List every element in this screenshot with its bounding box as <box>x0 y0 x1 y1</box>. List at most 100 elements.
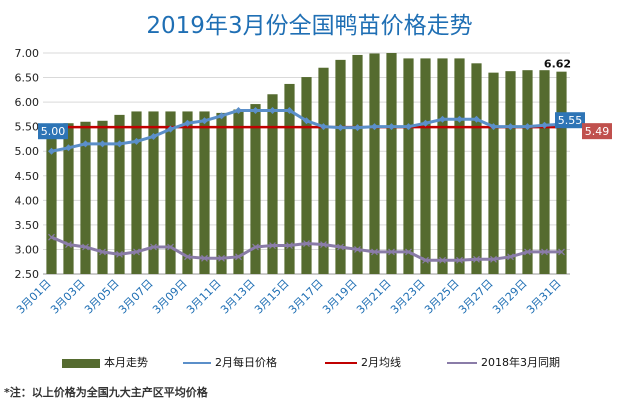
point-feb <box>167 125 174 133</box>
data-label-feb-start-box <box>38 123 68 140</box>
data-label-last-bar: 6.62 <box>544 58 571 71</box>
bar <box>454 58 465 274</box>
y-tick-label: 6.00 <box>15 96 40 109</box>
point-2018 <box>371 248 378 256</box>
point-2018 <box>65 241 72 248</box>
legend-swatch-feb <box>183 362 211 364</box>
point-2018 <box>473 255 480 263</box>
point-2018 <box>133 248 140 256</box>
point-2018 <box>184 253 191 261</box>
y-tick-label: 7.00 <box>15 47 40 60</box>
point-feb <box>388 123 395 131</box>
point-2018 <box>99 248 106 256</box>
bar <box>420 58 431 274</box>
point-2018 <box>150 243 157 251</box>
point-2018 <box>303 240 310 247</box>
x-tick-label: 3月09日 <box>150 277 190 317</box>
data-label-feb-end: 5.55 <box>558 114 583 127</box>
point-2018 <box>337 243 344 251</box>
bar <box>199 111 210 274</box>
x-tick-label: 3月27日 <box>456 277 496 317</box>
x-tick-label: 3月07日 <box>116 277 156 317</box>
point-feb <box>201 117 208 125</box>
bar <box>556 71 567 274</box>
legend-swatch-2018 <box>447 362 477 364</box>
point-feb <box>150 132 157 140</box>
point-feb <box>133 137 140 145</box>
bar <box>522 70 533 274</box>
point-feb <box>99 140 106 148</box>
legend-label-2018: 2018年3月同期 <box>481 356 560 369</box>
y-tick-label: 6.50 <box>15 72 40 85</box>
point-2018 <box>218 254 225 262</box>
point-feb <box>218 112 225 120</box>
point-2018 <box>405 248 412 256</box>
point-feb <box>320 123 327 131</box>
point-2018 <box>252 243 259 251</box>
data-label-feb-avg: 5.49 <box>585 125 610 138</box>
data-label-feb-avg-box <box>582 123 612 140</box>
point-feb <box>286 106 293 114</box>
legend-swatch-bar <box>62 358 100 368</box>
y-tick-label: 3.00 <box>15 243 40 256</box>
footnote: *注：以上价格为全国九大主产区平均价格 <box>4 386 208 399</box>
point-feb <box>269 106 276 114</box>
bar <box>335 59 346 275</box>
point-feb <box>354 124 361 132</box>
point-feb <box>422 119 429 127</box>
bar <box>114 114 125 274</box>
point-feb <box>252 106 259 114</box>
bar <box>182 111 193 274</box>
bar <box>250 104 261 274</box>
chart-title: 2019年3月份全国鸭苗价格走势 <box>146 13 473 39</box>
point-2018 <box>201 254 208 262</box>
legend-label-feb: 2月每日价格 <box>215 356 277 369</box>
bar <box>284 83 295 274</box>
bar <box>165 111 176 274</box>
x-tick-label: 3月23日 <box>388 277 428 317</box>
point-feb <box>507 123 514 131</box>
legend-label-avg: 2月均线 <box>361 356 401 369</box>
x-tick-label: 3月03日 <box>48 277 88 317</box>
legend-item-avg: 2月均线 <box>325 354 401 370</box>
point-feb <box>524 123 531 131</box>
point-feb <box>439 115 446 123</box>
point-2018 <box>507 253 514 261</box>
point-2018 <box>116 250 123 258</box>
point-feb <box>337 124 344 132</box>
point-2018 <box>235 253 242 261</box>
bar <box>386 53 397 274</box>
legend-item-bar: 本月走势 <box>62 354 148 370</box>
y-tick-label: 3.50 <box>15 219 40 232</box>
point-2018 <box>48 233 55 241</box>
bar <box>369 53 380 274</box>
bar <box>80 121 91 274</box>
data-label-feb-end-box <box>555 112 585 129</box>
x-tick-label: 3月25日 <box>422 277 462 317</box>
bar <box>352 54 363 274</box>
point-2018 <box>167 243 174 251</box>
point-2018 <box>422 256 429 264</box>
point-feb <box>405 123 412 131</box>
bar <box>46 124 57 274</box>
point-2018 <box>286 242 293 249</box>
bar <box>403 58 414 274</box>
bar <box>131 111 142 274</box>
point-feb <box>82 140 89 148</box>
point-2018 <box>558 248 565 256</box>
point-2018 <box>524 248 531 256</box>
point-feb <box>48 147 55 155</box>
bar <box>63 123 74 275</box>
x-tick-label: 3月11日 <box>184 277 224 317</box>
point-2018 <box>82 243 89 251</box>
bar <box>216 112 227 274</box>
point-feb <box>235 106 242 114</box>
point-2018 <box>439 256 446 264</box>
x-tick-label: 3月21日 <box>354 277 394 317</box>
y-tick-label: 5.00 <box>15 145 40 158</box>
bar <box>148 111 159 274</box>
point-2018 <box>541 248 548 256</box>
bar <box>539 70 550 274</box>
x-tick-label: 3月01日 <box>14 277 54 317</box>
bar <box>471 63 482 275</box>
